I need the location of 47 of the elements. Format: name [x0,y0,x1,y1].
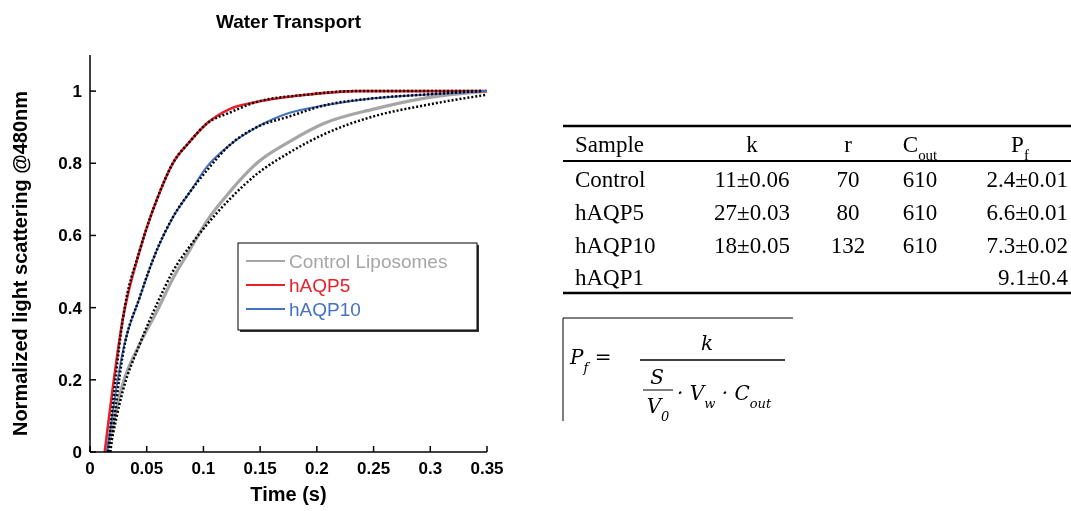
text: k [700,331,714,355]
legend-label: hAQP5 [289,275,351,296]
x-tick-label: 0.05 [130,459,164,478]
text: 11±0.06 [714,167,790,192]
x-tick-label: 0.2 [305,459,329,478]
category-label: hAQP10 [575,233,656,258]
text: 2.4±0.01 [986,167,1068,192]
category-label: Control [575,167,646,192]
y-tick-label: 0.4 [58,298,83,318]
text: 610 [902,200,938,225]
y-tick-label: 1 [72,82,82,102]
text: 132 [830,233,866,258]
text: 9.1±0.4 [997,265,1068,290]
legend-label: hAQP10 [289,299,361,320]
x-tick-label: 0.15 [243,459,277,478]
text: 27±0.03 [714,200,790,225]
text: 70 [836,167,860,192]
category-label: r [844,132,853,157]
text: S [650,365,664,389]
x-tick-label: 0.3 [418,459,443,478]
x-axis-title: Time (s) [250,483,327,505]
category-label: hAQP1 [575,265,645,290]
category-label: C$_{out}$ [902,132,939,163]
y-tick-label: 0.8 [58,154,82,174]
legend-label: Control Liposomes [289,251,448,272]
text: 6.6±0.01 [986,200,1068,225]
x-tick-label: 0.35 [470,459,504,478]
y-tick-label: 0 [72,443,82,462]
text: 610 [902,167,938,192]
category-label: k [746,132,759,157]
category-label: hAQP5 [575,200,645,225]
text: 18±0.05 [714,233,790,258]
x-tick-label: 0.25 [357,459,391,478]
category-label: P$_{f}$ [1011,132,1029,163]
text: V$_{0}$ [646,394,670,424]
text: 610 [902,233,938,258]
chart-title: Water Transport [216,11,362,32]
text: · V$_{w}$ · C$_{out}$ [677,381,772,411]
y-tick-label: 0.2 [58,370,82,390]
y-tick-label: 0.6 [58,226,82,246]
text: P$_{f}$ = [569,345,612,375]
text: 80 [836,200,860,225]
text: 7.3±0.02 [986,233,1068,258]
x-tick-label: 0 [85,459,95,478]
x-tick-label: 0.1 [191,459,216,478]
y-axis-title: Normalized light scattering @480nm [9,90,31,437]
category-label: Sample [575,132,644,157]
